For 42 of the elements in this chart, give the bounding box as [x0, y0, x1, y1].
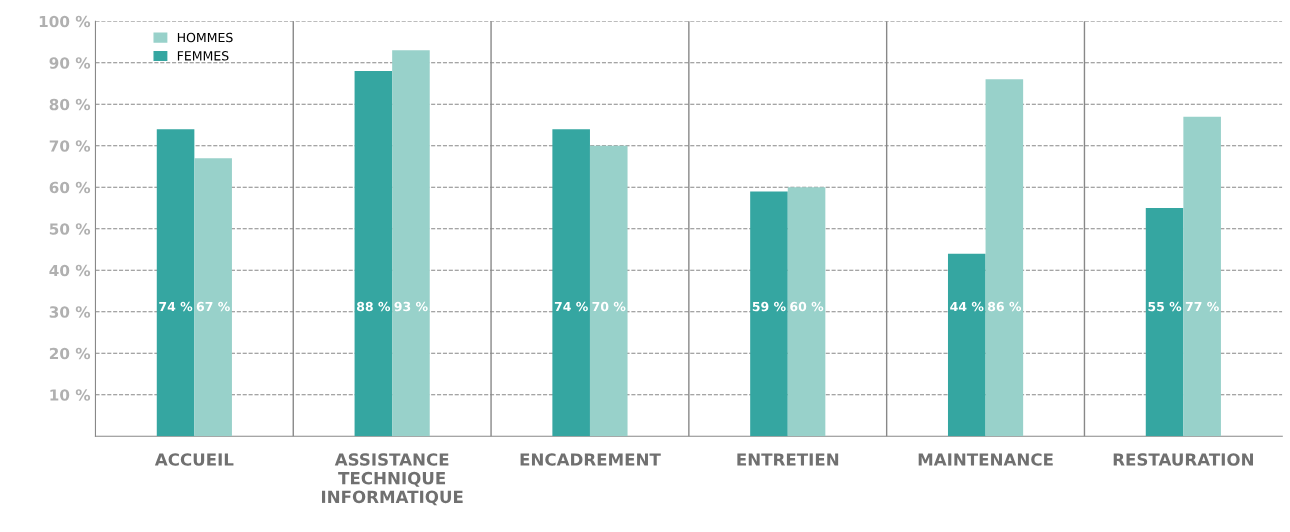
data-label: 59 %	[752, 301, 786, 312]
bar	[787, 187, 826, 437]
bar	[552, 129, 590, 437]
x-tick-label: ASSISTANCE TECHNIQUE INFORMATIQUE	[322, 453, 463, 506]
y-tick-label: 60 %	[49, 181, 91, 194]
bar	[985, 79, 1024, 437]
y-tick-label: 70 %	[49, 140, 91, 152]
data-label: 67 %	[196, 301, 230, 312]
bar	[947, 253, 986, 437]
data-label: 60 %	[790, 301, 824, 312]
data-label: 93 %	[394, 301, 428, 312]
data-label: 55 %	[1148, 301, 1182, 312]
x-tick-label: MAINTENANCE	[918, 453, 1053, 466]
x-tick-label: ENTRETIEN	[737, 453, 839, 466]
x-tick-label: RESTAURATION	[1113, 453, 1253, 466]
x-tick-label: ACCUEIL	[154, 453, 234, 466]
data-label: 74 %	[554, 301, 588, 312]
legend-label: HOMMES	[177, 32, 233, 43]
y-tick-label: 90 %	[49, 57, 91, 69]
bar	[194, 158, 232, 437]
data-label: 77 %	[1185, 301, 1219, 312]
data-label: 74 %	[159, 301, 193, 312]
bar	[589, 145, 628, 437]
data-label: 88 %	[357, 301, 391, 312]
bar	[750, 191, 788, 437]
data-label: 44 %	[950, 301, 984, 312]
bar	[392, 50, 430, 437]
data-label: 70 %	[592, 301, 626, 312]
y-tick-label: 10 %	[50, 389, 91, 401]
y-tick-label: 20 %	[49, 347, 91, 360]
bar	[1145, 208, 1184, 437]
y-tick-label: 40 %	[49, 264, 91, 277]
data-label: 86 %	[987, 301, 1022, 312]
y-tick-label: 80 %	[49, 98, 91, 111]
bar	[156, 129, 195, 437]
y-tick-label: 30 %	[49, 306, 91, 318]
bar	[1183, 116, 1221, 437]
bar	[354, 71, 393, 437]
x-tick-label: ENCADREMENT	[520, 453, 661, 466]
y-tick-label: 50 %	[49, 223, 91, 235]
legend-label: FEMMES	[177, 51, 229, 61]
y-tick-label: 100 %	[39, 15, 91, 28]
